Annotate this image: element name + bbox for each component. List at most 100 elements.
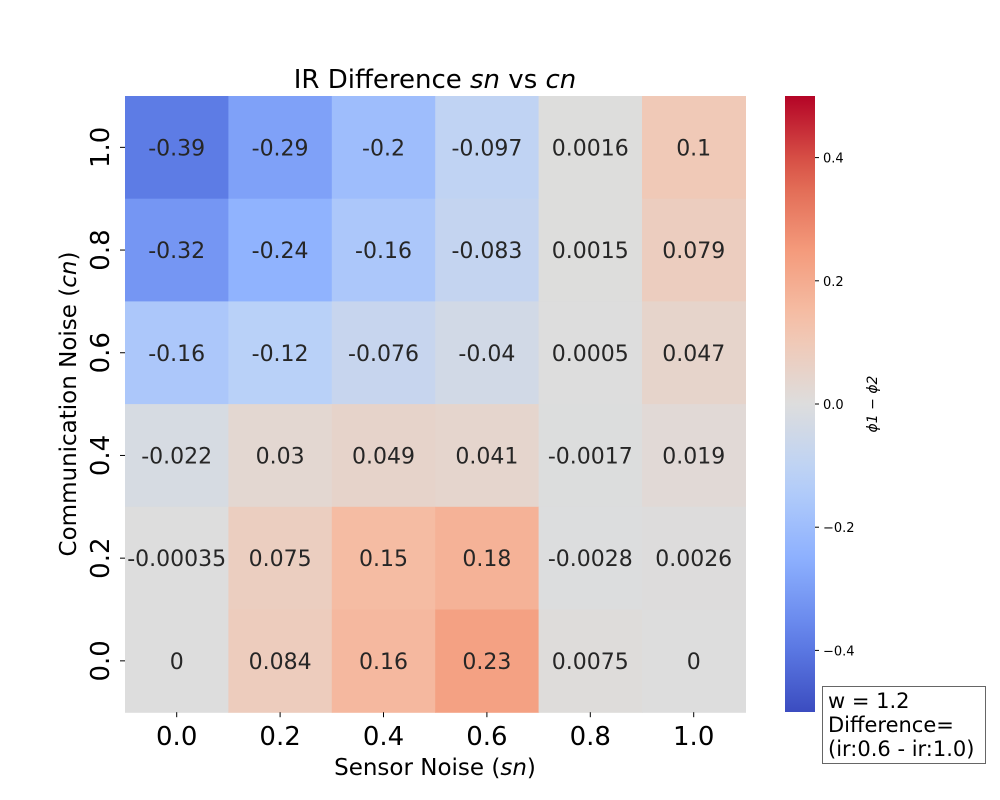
chart-title-var1: sn — [470, 65, 500, 95]
y-tick-label: 0.0 — [86, 640, 116, 681]
heatmap-cell-label: 0.084 — [249, 650, 312, 675]
heatmap-cell-label: 0 — [170, 650, 184, 675]
heatmap-cell — [331, 301, 436, 405]
heatmap-cell — [125, 506, 229, 611]
heatmap-cell — [642, 506, 746, 611]
heatmap-cell-labels: -0.39 -0.29 -0.2 -0.097 0.0016 0.1 -0.32 -0.24 -… — [127, 136, 732, 675]
y-axis-label-prefix: Communication Noise ( — [56, 288, 82, 557]
heatmap-cell — [228, 609, 333, 713]
heatmap-cell-label: -0.0028 — [548, 547, 633, 572]
x-tick-label: 0.2 — [259, 722, 300, 752]
colorbar-label: ϕ1 − ϕ2 — [865, 375, 881, 432]
y-tick-label: 1.0 — [86, 127, 116, 168]
heatmap-cell — [435, 609, 540, 713]
heatmap-cell — [228, 301, 333, 405]
y-tick-label: 0.8 — [86, 229, 116, 270]
heatmap-cell-label: 0.075 — [249, 547, 312, 572]
heatmap-cell-label: 0.0026 — [655, 547, 732, 572]
heatmap-cell-label: 0.03 — [256, 444, 305, 469]
heatmap-cell — [331, 198, 436, 302]
annotation-line-weight: w = 1.2 — [828, 689, 910, 713]
annotation-line-ir: (ir:0.6 - ir:1.0) — [828, 737, 975, 761]
x-tick-label: 1.0 — [673, 722, 714, 752]
x-tick-label: 0.8 — [570, 722, 611, 752]
annotation-line-difference: Difference= — [828, 713, 954, 737]
colorbar-tick-label: 0.2 — [823, 275, 844, 290]
heatmap-cell — [125, 96, 229, 200]
heatmap-cell — [435, 198, 540, 302]
heatmap-cell-label: 0.0075 — [552, 650, 629, 675]
y-tick-label: 0.2 — [86, 537, 116, 578]
heatmap-cell-label: -0.39 — [148, 136, 205, 161]
chart-title-prefix: IR Difference — [294, 65, 470, 95]
y-tick-label: 0.4 — [86, 435, 116, 476]
heatmap-cell — [435, 301, 540, 405]
heatmap-cell-label: -0.12 — [252, 342, 309, 367]
heatmap-cell — [331, 96, 436, 200]
heatmap-cell — [435, 506, 540, 611]
heatmap-cell-label: -0.097 — [451, 136, 522, 161]
heatmap-cell-label: 0.1 — [676, 136, 711, 161]
y-axis-label: Communication Noise (cn) — [56, 252, 82, 557]
colorbar-tick-label: −0.2 — [823, 521, 855, 536]
heatmap-cell-label: 0.16 — [359, 650, 408, 675]
colorbar-ticks: 0.4 0.2 0.0 −0.2 −0.4 — [815, 152, 855, 659]
chart-title-mid: vs — [500, 65, 545, 95]
x-axis: 0.0 0.2 0.4 0.6 0.8 1.0 — [156, 712, 714, 752]
heatmap-cell — [228, 404, 333, 508]
heatmap-cell — [538, 96, 643, 200]
heatmap-cell-label: 0.047 — [662, 342, 725, 367]
heatmap-cell-label: 0.049 — [352, 444, 415, 469]
heatmap-cell — [642, 404, 746, 508]
heatmap-cell — [228, 96, 333, 200]
heatmap-cell — [642, 198, 746, 302]
x-tick-label: 0.6 — [466, 722, 507, 752]
heatmap-cell-label: -0.00035 — [127, 547, 226, 572]
y-axis-label-suffix: ) — [56, 252, 82, 261]
heatmap-cell-label: -0.083 — [451, 239, 522, 264]
heatmap-cell — [435, 96, 540, 200]
colorbar-gradient — [785, 96, 815, 712]
heatmap-cell-label: -0.2 — [362, 136, 405, 161]
heatmap-cell-label: 0.0016 — [552, 136, 629, 161]
x-tick-label: 0.4 — [363, 722, 404, 752]
heatmap-cell — [538, 609, 643, 713]
x-axis-label: Sensor Noise (sn) — [334, 755, 536, 781]
heatmap-cell — [125, 198, 229, 302]
annotation-box: w = 1.2 Difference= (ir:0.6 - ir:1.0) — [822, 686, 986, 764]
x-axis-label-suffix: ) — [527, 755, 536, 781]
heatmap-cell — [538, 506, 643, 611]
heatmap-cell-label: 0.079 — [662, 239, 725, 264]
heatmap-cell-label: 0.0005 — [552, 342, 629, 367]
y-axis-label-var: cn — [56, 261, 82, 288]
x-tick-label: 0.0 — [156, 722, 197, 752]
heatmap-cell-label: -0.022 — [141, 444, 212, 469]
heatmap-cell-label: 0.23 — [462, 650, 511, 675]
heatmap-cell — [642, 96, 746, 200]
heatmap-cell — [538, 404, 643, 508]
heatmap-cell-label: 0.18 — [462, 547, 511, 572]
x-axis-label-var: sn — [500, 755, 527, 781]
heatmap-cell — [642, 301, 746, 405]
y-axis: 1.0 0.8 0.6 0.4 0.2 0.0 — [86, 127, 125, 682]
heatmap-cell — [538, 301, 643, 405]
heatmap-cell-label: -0.32 — [148, 239, 205, 264]
heatmap-cell — [228, 198, 333, 302]
heatmap-cell — [331, 609, 436, 713]
heatmap-cell-label: 0.0015 — [552, 239, 629, 264]
heatmap-cell-label: -0.04 — [458, 342, 515, 367]
colorbar-tick-label: 0.0 — [823, 398, 844, 413]
colorbar-tick-label: −0.4 — [823, 644, 855, 659]
x-axis-label-prefix: Sensor Noise ( — [334, 755, 500, 781]
heatmap-cell-label: 0.15 — [359, 547, 408, 572]
heatmap-cell — [125, 404, 229, 508]
heatmap-cell-label: -0.16 — [148, 342, 205, 367]
heatmap-cell-label: -0.24 — [252, 239, 309, 264]
chart-title: IR Difference sn vs cn — [294, 65, 577, 95]
heatmap-cell-label: -0.29 — [252, 136, 309, 161]
heatmap-cell — [331, 404, 436, 508]
heatmap-cells — [125, 96, 746, 713]
colorbar: 0.4 0.2 0.0 −0.2 −0.4 ϕ1 − ϕ2 — [785, 96, 881, 712]
heatmap-cell — [642, 609, 746, 713]
